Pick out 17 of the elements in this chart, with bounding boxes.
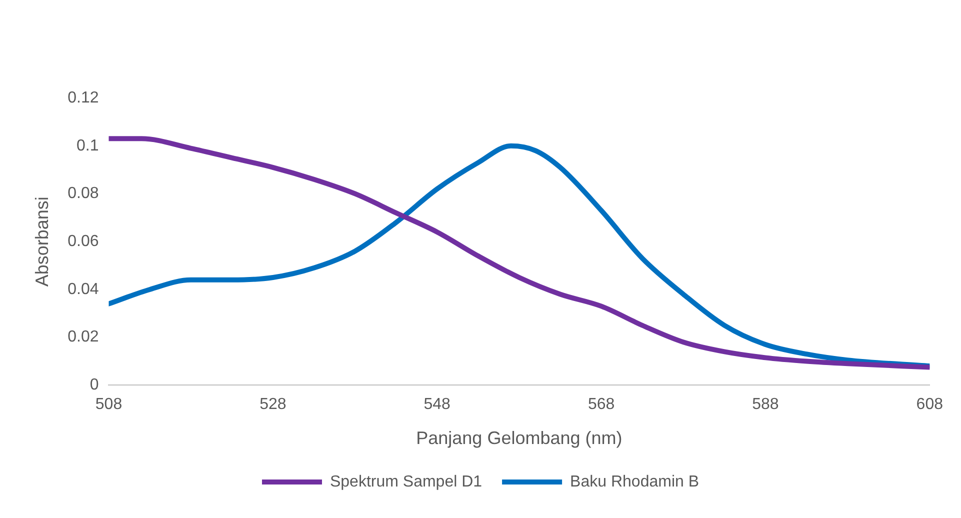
x-axis-title: Panjang Gelombang (nm) [416, 428, 622, 448]
y-tick-label: 0.08 [68, 185, 99, 202]
y-tick-label: 0.12 [68, 89, 99, 106]
x-tick-label: 508 [95, 396, 122, 414]
legend-label: Spektrum Sampel D1 [330, 473, 482, 490]
x-tick-label: 608 [916, 396, 944, 414]
y-axis-title: Absorbansi [32, 196, 52, 287]
x-tick-label: 548 [424, 396, 451, 414]
y-tick-label: 0 [90, 376, 99, 394]
legend-label: Baku Rhodamin B [570, 473, 700, 490]
x-tick-label: 568 [588, 396, 615, 414]
x-tick-label: 588 [752, 396, 779, 414]
y-tick-label: 0.1 [76, 137, 99, 154]
y-tick-label: 0.04 [68, 280, 99, 298]
x-tick-label: 528 [260, 396, 286, 414]
y-tick-label: 0.06 [68, 233, 99, 250]
y-tick-label: 0.02 [68, 328, 99, 346]
